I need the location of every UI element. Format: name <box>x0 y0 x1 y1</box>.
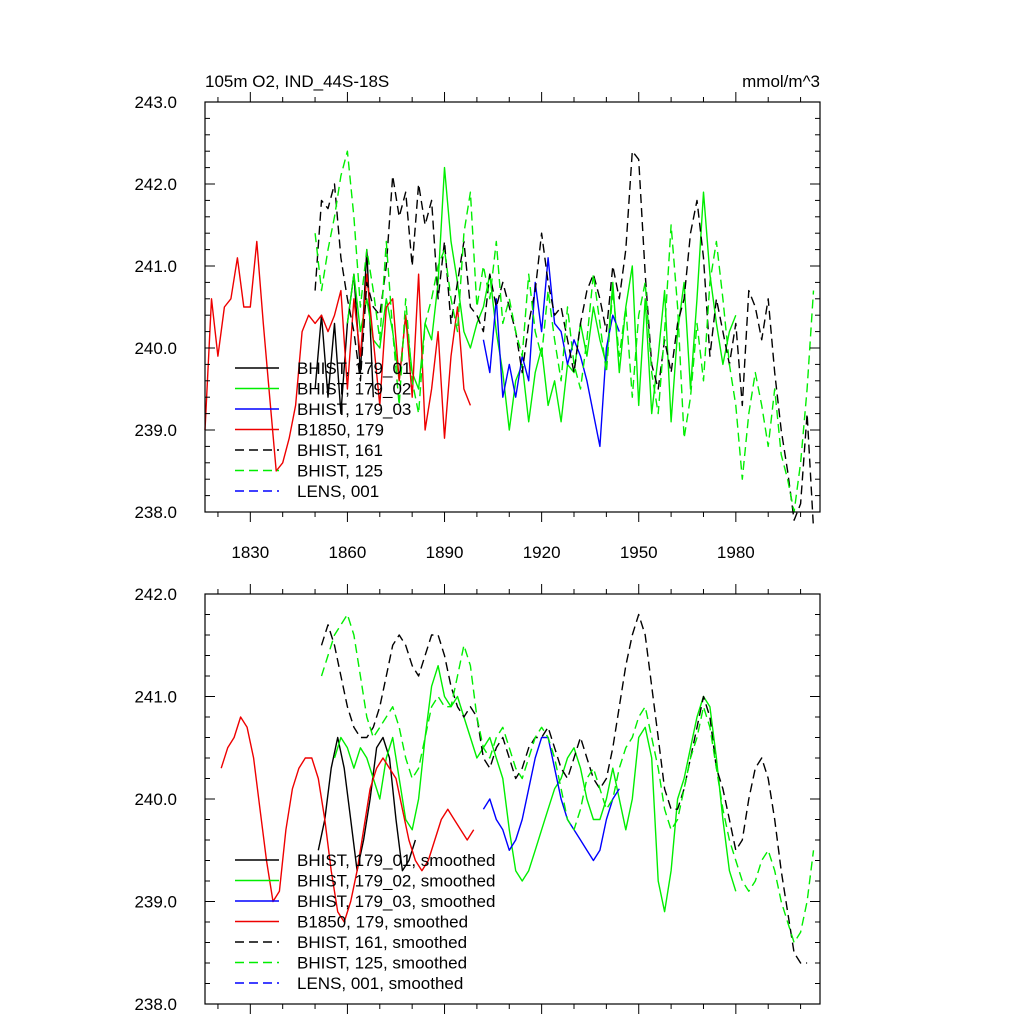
series-line-top-4 <box>314 150 815 529</box>
y-tick-label: 243.0 <box>134 93 177 112</box>
bottom-panel: 238.0 239.0 240.0 241.0 242.0 BHIST, 179_01,… <box>134 584 821 1014</box>
series-line-bottom-0 <box>317 736 417 872</box>
legend-label: B1850, 179, smoothed <box>297 913 468 932</box>
series-line-bottom-1 <box>333 665 737 913</box>
series-line-top-3 <box>204 240 472 472</box>
top-chart-units: mmol/m^3 <box>742 72 820 91</box>
series-line-top-5 <box>314 150 815 513</box>
y-tick-label: 238.0 <box>134 995 177 1014</box>
x-tick-label: 1980 <box>717 543 755 562</box>
series-line-bottom-2 <box>482 736 620 862</box>
series-line-bottom-3 <box>220 716 475 923</box>
y-tick-label: 240.0 <box>134 339 177 358</box>
series-line-bottom-5 <box>320 613 815 944</box>
y-tick-label: 239.0 <box>134 421 177 440</box>
y-tick-label: 241.0 <box>134 257 177 276</box>
legend-label: B1850, 179 <box>297 421 384 440</box>
x-tick-label: 1890 <box>426 543 464 562</box>
legend-label: BHIST, 161 <box>297 441 383 460</box>
y-tick-label: 241.0 <box>134 688 177 707</box>
x-tick-label: 1950 <box>620 543 658 562</box>
series-line-bottom-4 <box>320 613 808 964</box>
y-tick-label: 238.0 <box>134 503 177 522</box>
legend-label: BHIST, 125 <box>297 462 383 481</box>
legend-label: BHIST, 179_03 <box>297 400 411 419</box>
top-chart-title: 105m O2, IND_44S-18S <box>205 72 389 91</box>
bottom-legend: BHIST, 179_01, smoothed BHIST, 179_02, sm… <box>235 851 495 993</box>
bottom-panel-lines <box>220 613 815 964</box>
legend-label: BHIST, 179_01, smoothed <box>297 851 495 870</box>
y-tick-label: 239.0 <box>134 893 177 912</box>
series-line-top-1 <box>346 166 737 431</box>
legend-label: BHIST, 179_02 <box>297 380 411 399</box>
bottom-panel-ticks: 238.0 239.0 240.0 241.0 242.0 <box>134 584 820 1014</box>
legend-label: BHIST, 179_01 <box>297 359 411 378</box>
legend-label: BHIST, 125, smoothed <box>297 954 467 973</box>
x-tick-label: 1830 <box>231 543 269 562</box>
legend-label: LENS, 001 <box>297 482 379 501</box>
y-tick-label: 242.0 <box>134 175 177 194</box>
series-line-top-2 <box>482 257 620 448</box>
top-panel-ticks: 238.0 239.0 240.0 241.0 242.0 243.0 1830 1860 18… <box>134 92 820 562</box>
legend-label: BHIST, 179_02, smoothed <box>297 872 495 891</box>
top-panel: 238.0 239.0 240.0 241.0 242.0 243.0 1830 1860 18… <box>134 92 821 562</box>
x-tick-label: 1920 <box>523 543 561 562</box>
legend-label: BHIST, 161, smoothed <box>297 933 467 952</box>
y-tick-label: 242.0 <box>134 585 177 604</box>
top-plot-frame <box>204 101 821 513</box>
y-tick-label: 240.0 <box>134 790 177 809</box>
legend-label: LENS, 001, smoothed <box>297 974 463 993</box>
legend-label: BHIST, 179_03, smoothed <box>297 892 495 911</box>
top-panel-lines <box>204 150 815 529</box>
x-tick-label: 1860 <box>329 543 367 562</box>
